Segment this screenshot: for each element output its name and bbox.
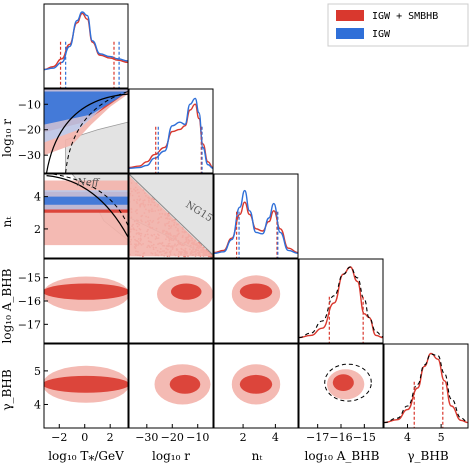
- xlabel-log10T: log₁₀ T⁎/GeV: [48, 449, 124, 463]
- xtick-label-nt: 2: [240, 431, 247, 444]
- marginal-nt-igw: [214, 189, 298, 254]
- panel-log10A-log10A: [299, 266, 383, 343]
- xtick-label-nt: 4: [272, 431, 279, 444]
- panel-log10T-log10r: [44, 89, 128, 173]
- xtick-label-log10A: −17: [306, 431, 329, 444]
- panel-log10A-gamma: [324, 363, 372, 402]
- marginal-log10T-igw-smbhb: [44, 12, 128, 71]
- panel-frame-log10r-nt: [128, 173, 214, 259]
- panel-log10r-log10A: [157, 275, 213, 313]
- marginal-log10r-igw: [129, 97, 213, 169]
- contour-red-inner: [44, 375, 128, 393]
- legend: IGW + SMBHB IGW: [327, 3, 469, 47]
- xtick-label-log10T: 0: [81, 431, 88, 444]
- ytick-label-log10A: −17: [18, 318, 41, 331]
- legend-swatch-igw: [336, 28, 364, 39]
- xtick-label-log10T: 2: [107, 431, 114, 444]
- xlabel-nt: nₜ: [252, 449, 263, 463]
- contour-blue-inner: [44, 91, 128, 125]
- panel-log10r-nt: [129, 174, 213, 258]
- ytick-label-log10r: −20: [18, 124, 41, 137]
- contour-blue-inner: [44, 196, 128, 205]
- panel-log10T-gamma: [44, 365, 128, 403]
- ylabel-gamma: γ_BHB: [0, 369, 14, 410]
- panel-frame-log10r-log10r: [128, 88, 214, 174]
- panel-frame-log10T-nt: [43, 173, 129, 259]
- panel-gamma-gamma: [384, 352, 468, 428]
- ytick-label-log10A: −15: [18, 272, 41, 285]
- panel-nt-log10A: [231, 275, 281, 313]
- ytick-label-gamma: 5: [34, 365, 41, 378]
- panel-frame-log10A-log10A: [298, 258, 384, 344]
- ylabel-log10r: log₁₀ r: [0, 119, 14, 157]
- legend-label-igw: IGW: [372, 29, 391, 40]
- contour-red-inner: [44, 283, 128, 300]
- panel-frame-log10r-gamma: [128, 343, 214, 429]
- contour-red-outer: [129, 175, 213, 257]
- contour-red-inner: [239, 283, 273, 300]
- panel-frame-log10T-gamma: [43, 343, 129, 429]
- ylabel-log10A: log₁₀ A_BHB: [0, 268, 14, 343]
- xtick-label-log10A: −15: [353, 431, 376, 444]
- xlabel-gamma: γ_BHB: [407, 449, 448, 463]
- panel-frame-gamma-gamma: [383, 343, 469, 429]
- contour-red-inner: [171, 283, 202, 300]
- ytick-label-nt: 4: [34, 191, 41, 204]
- panel-nt-nt: [214, 189, 298, 258]
- xtick-label-log10T: −2: [51, 431, 67, 444]
- xtick-label-log10r: −20: [161, 431, 184, 444]
- panel-nt-gamma: [231, 364, 281, 405]
- panel-frame-log10T-log10r: [43, 88, 129, 174]
- panel-frame-nt-gamma: [213, 343, 299, 429]
- xlabel-log10r: log₁₀ r: [152, 449, 190, 463]
- legend-swatch-igw-smbhb: [336, 10, 364, 21]
- ylabel-nt: nₜ: [0, 217, 14, 228]
- marginal-gamma-dashed: [384, 353, 468, 424]
- panel-frame-log10T-log10T: [43, 3, 129, 89]
- contour-red-inner: [239, 374, 273, 394]
- marginal-log10A-dashed: [299, 266, 383, 339]
- contour-red-inner: [332, 374, 354, 391]
- bound-curve-dashed: [65, 91, 128, 173]
- ng15-boundary: [129, 174, 213, 256]
- xtick-label-log10r: −10: [186, 431, 209, 444]
- ytick-label-gamma: 4: [34, 398, 41, 411]
- ytick-label-log10r: −30: [18, 149, 41, 162]
- xtick-label-log10A: −16: [329, 431, 352, 444]
- annotation-neff: Neff: [76, 177, 101, 188]
- marginal-log10r-igw-smbhb: [129, 103, 213, 169]
- panel-log10r-gamma: [154, 364, 211, 405]
- xtick-label-gamma: 5: [438, 431, 445, 444]
- panel-frame-nt-nt: [213, 173, 299, 259]
- legend-label-igw-smbhb: IGW + SMBHB: [372, 11, 438, 22]
- contour-red-inner: [169, 374, 201, 394]
- neff-curve-dashed: [52, 174, 128, 226]
- marginal-nt-igw-smbhb: [214, 201, 298, 254]
- ytick-label-log10r: −10: [18, 98, 41, 111]
- panel-frame-log10r-log10A: [128, 258, 214, 344]
- marginal-log10T-igw: [44, 11, 128, 71]
- bound-curve: [45, 93, 128, 173]
- xtick-label-log10r: −30: [135, 431, 158, 444]
- panel-log10r-log10r: [129, 97, 213, 173]
- panel-frame-nt-log10A: [213, 258, 299, 344]
- panel-log10T-log10T: [44, 11, 128, 88]
- panel-log10T-nt: [44, 174, 128, 246]
- panel-log10T-log10A: [44, 276, 128, 312]
- ytick-label-log10A: −16: [18, 295, 41, 308]
- marginal-gamma-igw-smbhb: [384, 352, 468, 424]
- dashed-contour: [324, 363, 372, 402]
- ytick-label-nt: 2: [34, 223, 41, 236]
- xlabel-log10A: log₁₀ A_BHB: [305, 449, 380, 463]
- xtick-label-gamma: 4: [404, 431, 411, 444]
- neff-curve: [46, 175, 128, 238]
